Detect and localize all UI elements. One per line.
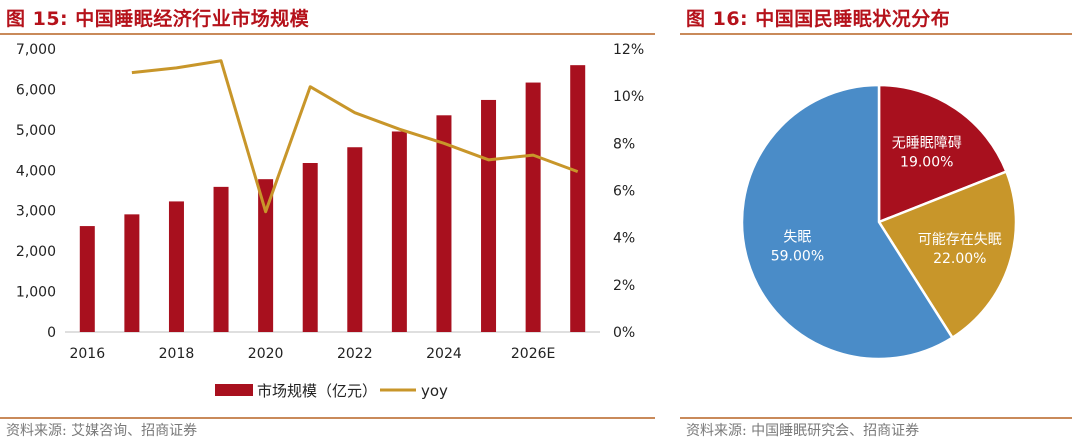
pie-slice-label: 可能存在失眠 [918,232,1002,248]
pie-slice-2 [740,83,955,361]
y-right-tick-label: 10% [613,89,644,105]
legend-swatch-bar [215,384,253,396]
chart-title-market-size: 图 15: 中国睡眠经济行业市场规模 [6,8,310,30]
title-divider [680,33,1072,35]
source-note: 资料来源: 艾媒咨询、招商证券 [6,423,198,439]
bar-2027E [570,65,586,333]
bar-2025 [481,99,497,332]
y-left-tick-label: 2,000 [16,244,56,260]
pie-slice-percent: 19.00% [900,155,953,171]
bar-2019 [213,186,229,332]
title-divider [0,33,655,35]
y-left-tick-label: 3,000 [16,204,56,220]
source-divider [680,417,1072,419]
x-tick-label: 2024 [426,346,462,362]
left-panel: 图 15: 中国睡眠经济行业市场规模 0 1,000 2,000 3,000 4,000… [0,8,655,439]
y-left-tick-label: 4,000 [16,163,56,179]
pie-slice-0 [877,83,1009,224]
y-right-tick-label: 12% [613,42,644,58]
x-tick-label: 2018 [159,346,195,362]
pie-slice-label: 无睡眠障碍 [892,136,962,152]
pie-slice-label: 失眠 [783,230,811,246]
x-tick-label: 2016 [69,346,105,362]
yoy-line-group [131,59,579,214]
yoy-line [131,59,579,214]
y-right-tick-label: 2% [613,278,635,294]
y-right-tick-label: 4% [613,231,635,247]
y-left-tick-label: 0 [47,325,56,341]
bar-2022 [347,147,363,332]
x-tick-label: 2020 [248,346,284,362]
source-divider [0,417,655,419]
y-left-tick-label: 5,000 [16,123,56,139]
pie-labels-group: 无睡眠障碍 19.00% 可能存在失眠 22.00% 失眠 59.00% [771,136,1002,268]
legend-label-bar: 市场规模（亿元） [257,382,377,400]
x-tick-label: 2022 [337,346,373,362]
y-left-tick-label: 1,000 [16,285,56,301]
market-size-chart: 0 1,000 2,000 3,000 4,000 5,000 6,000 7,000 0% 2%… [16,42,644,400]
bars-group [79,65,586,333]
chart-title-sleep-distribution: 图 16: 中国国民睡眠状况分布 [686,8,951,30]
pie-slice-percent: 22.00% [933,251,986,267]
pie-slice-percent: 59.00% [771,249,824,265]
bar-2018 [168,201,184,332]
bar-2024 [436,115,452,332]
bar-2023 [391,131,407,332]
y-right-tick-label: 8% [613,136,635,152]
bar-2021 [302,163,318,332]
bar-2020 [258,179,274,332]
bar-2016 [79,226,95,332]
y-right-tick-label: 0% [613,325,635,341]
y-right-tick-label: 6% [613,184,635,200]
right-panel: 图 16: 中国国民睡眠状况分布 无睡眠障碍 19.00% 可能存在失眠 22.00%… [680,0,1080,441]
y-left-tick-label: 6,000 [16,82,56,98]
legend-label-yoy: yoy [421,382,448,400]
legend: 市场规模（亿元） yoy [215,382,448,400]
y-left-tick-label: 7,000 [16,42,56,58]
x-tick-label: 2026E [511,346,555,362]
pie-slice-1 [877,169,1018,340]
bar-2017 [124,214,140,332]
pie-slices-group [740,83,1018,361]
bar-2026E [525,82,541,332]
tick-labels-group: 0 1,000 2,000 3,000 4,000 5,000 6,000 7,000 0% 2%… [16,42,644,362]
sleep-distribution-pie: 无睡眠障碍 19.00% 可能存在失眠 22.00% 失眠 59.00% [740,83,1018,361]
source-note: 资料来源: 中国睡眠研究会、招商证券 [686,423,920,439]
